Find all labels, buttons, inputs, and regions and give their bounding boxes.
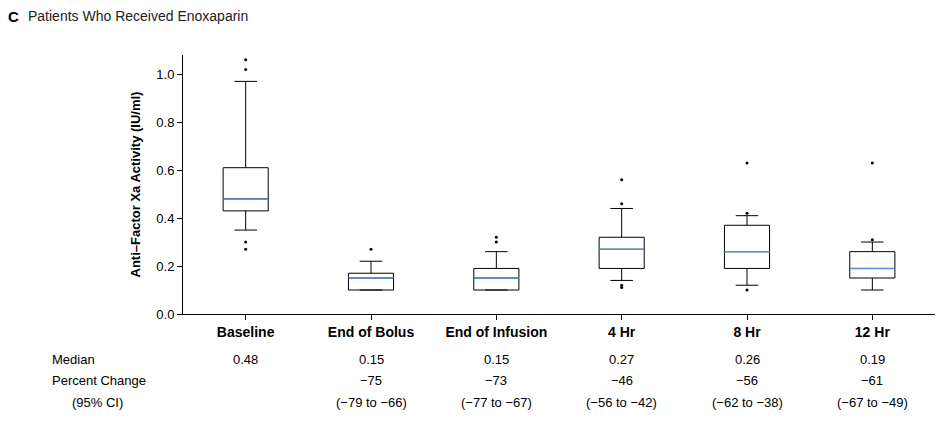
svg-text:Anti–Factor Xa Activity (IU/ml: Anti–Factor Xa Activity (IU/ml) xyxy=(128,92,143,278)
svg-text:−75: −75 xyxy=(360,373,382,388)
svg-text:Baseline: Baseline xyxy=(217,324,275,340)
svg-text:0.15: 0.15 xyxy=(359,352,384,367)
svg-text:Percent Change: Percent Change xyxy=(52,373,146,388)
svg-text:0.2: 0.2 xyxy=(156,259,174,274)
svg-text:0.4: 0.4 xyxy=(156,211,174,226)
svg-text:Median: Median xyxy=(52,352,95,367)
svg-text:0.8: 0.8 xyxy=(156,115,174,130)
svg-text:−73: −73 xyxy=(485,373,507,388)
svg-text:1.0: 1.0 xyxy=(156,67,174,82)
svg-text:(95% CI): (95% CI) xyxy=(72,395,123,410)
svg-text:(−56 to −42): (−56 to −42) xyxy=(586,395,657,410)
svg-text:End of Infusion: End of Infusion xyxy=(445,324,547,340)
svg-text:(−67 to −49): (−67 to −49) xyxy=(837,395,908,410)
svg-text:12 Hr: 12 Hr xyxy=(855,324,891,340)
svg-text:0.27: 0.27 xyxy=(609,352,634,367)
svg-text:0.15: 0.15 xyxy=(484,352,509,367)
svg-text:(−79 to −66): (−79 to −66) xyxy=(336,395,407,410)
svg-text:(−62 to −38): (−62 to −38) xyxy=(712,395,783,410)
svg-text:C: C xyxy=(8,8,19,25)
svg-text:0.19: 0.19 xyxy=(860,352,885,367)
svg-text:4 Hr: 4 Hr xyxy=(608,324,636,340)
svg-text:End of Bolus: End of Bolus xyxy=(328,324,415,340)
svg-text:8 Hr: 8 Hr xyxy=(733,324,761,340)
svg-text:(−77 to −67): (−77 to −67) xyxy=(461,395,532,410)
svg-text:Patients Who Received Enoxapar: Patients Who Received Enoxaparin xyxy=(28,8,248,24)
svg-text:0.0: 0.0 xyxy=(156,307,174,322)
svg-text:0.26: 0.26 xyxy=(735,352,760,367)
svg-text:0.6: 0.6 xyxy=(156,163,174,178)
svg-text:−56: −56 xyxy=(736,373,758,388)
svg-text:0.48: 0.48 xyxy=(233,352,258,367)
svg-text:−61: −61 xyxy=(861,373,883,388)
svg-text:−46: −46 xyxy=(611,373,633,388)
